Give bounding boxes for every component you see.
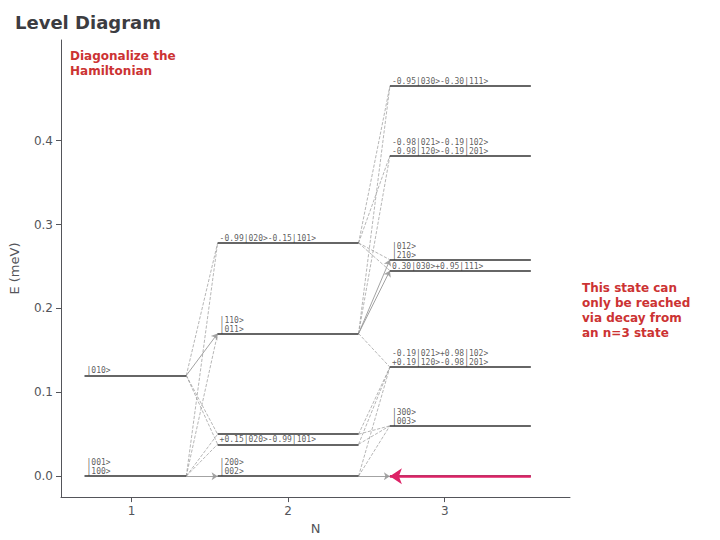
svg-text:|210>: |210>	[392, 251, 416, 260]
svg-text:Level Diagram: Level Diagram	[15, 12, 161, 33]
svg-text:|003>: |003>	[392, 417, 416, 426]
svg-text:1: 1	[128, 504, 136, 518]
svg-text:|300>: |300>	[392, 408, 416, 417]
svg-text:-0.19|021>+0.98|102>: -0.19|021>+0.98|102>	[392, 349, 489, 358]
svg-text:|110>: |110>	[220, 316, 244, 325]
svg-text:|001>: |001>	[86, 458, 110, 467]
svg-text:|002>: |002>	[220, 467, 244, 476]
svg-text:only be reached: only be reached	[582, 296, 690, 310]
svg-text:0.3: 0.3	[34, 218, 53, 232]
svg-text:Diagonalize the: Diagonalize the	[70, 49, 176, 63]
svg-text:2: 2	[284, 504, 292, 518]
svg-text:via decay from: via decay from	[582, 311, 682, 325]
svg-text:-0.95|030>-0.30|111>: -0.95|030>-0.30|111>	[392, 77, 489, 86]
svg-text:0.2: 0.2	[34, 301, 53, 315]
svg-text:|200>: |200>	[220, 458, 244, 467]
svg-text:|010>: |010>	[86, 366, 110, 375]
svg-text:+0.15|020>-0.99|101>: +0.15|020>-0.99|101>	[220, 435, 317, 444]
svg-text:|011>: |011>	[220, 325, 244, 334]
svg-text:0.4: 0.4	[34, 134, 53, 148]
svg-text:-0.98|120>-0.19|201>: -0.98|120>-0.19|201>	[392, 147, 489, 156]
svg-text:+0.19|120>-0.98|201>: +0.19|120>-0.98|201>	[392, 358, 489, 367]
svg-text:3: 3	[441, 504, 449, 518]
svg-text:|012>: |012>	[392, 242, 416, 251]
svg-text:an n=3 state: an n=3 state	[582, 326, 669, 340]
svg-text:This state can: This state can	[582, 281, 677, 295]
svg-text:-0.99|020>-0.15|101>: -0.99|020>-0.15|101>	[220, 234, 317, 243]
svg-text:0.30|030>+0.95|111>: 0.30|030>+0.95|111>	[392, 262, 484, 271]
svg-text:|100>: |100>	[86, 467, 110, 476]
svg-text:N: N	[311, 521, 321, 536]
svg-text:0.1: 0.1	[34, 385, 53, 399]
svg-text:Hamiltonian: Hamiltonian	[70, 64, 152, 78]
svg-text:0.0: 0.0	[34, 469, 53, 483]
svg-text:-0.98|021>-0.19|102>: -0.98|021>-0.19|102>	[392, 138, 489, 147]
svg-text:E (meV): E (meV)	[7, 243, 22, 295]
